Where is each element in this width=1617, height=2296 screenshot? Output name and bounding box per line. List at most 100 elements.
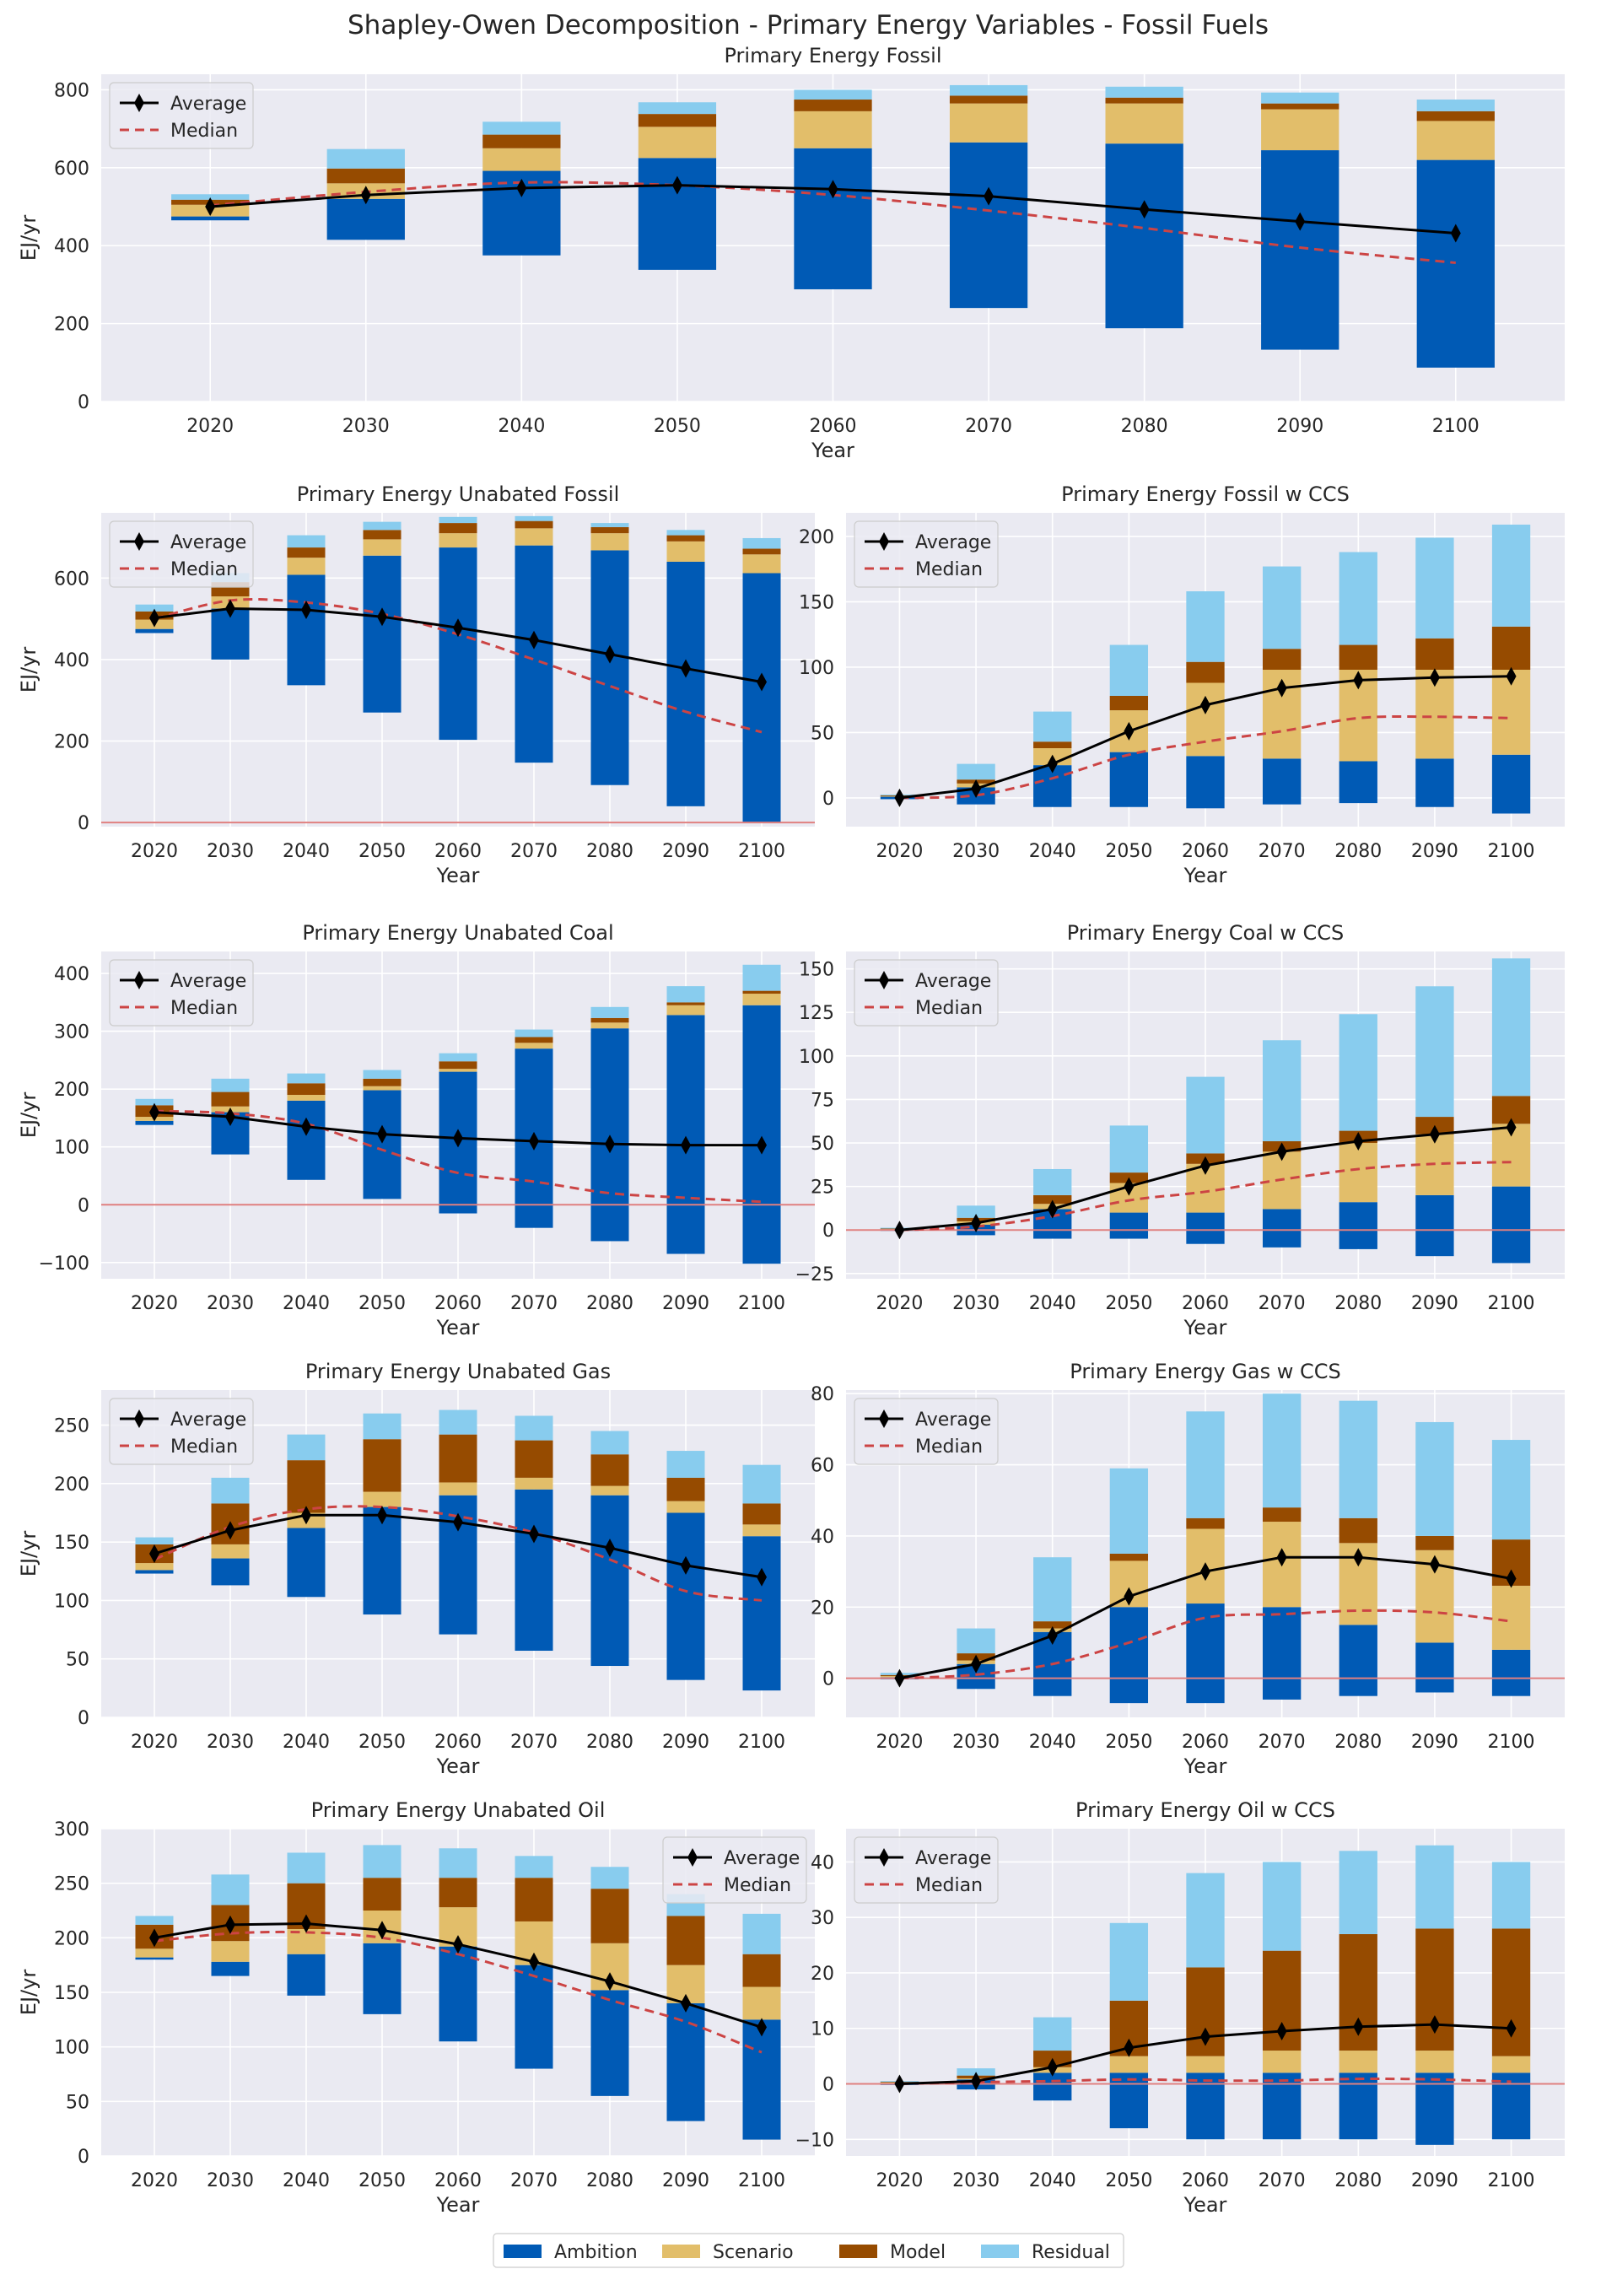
bar-residual-2050 xyxy=(1109,644,1149,696)
bar-ambition-2100 xyxy=(742,1536,781,1691)
bar-ambition-2030 xyxy=(211,1558,250,1586)
y-axis-label: EJ/yr xyxy=(17,215,40,261)
line-legend: Average Median xyxy=(109,520,254,588)
average-marker-2020 xyxy=(149,608,159,628)
bar-scenario-2070 xyxy=(515,1043,553,1049)
y-tick-label: 200 xyxy=(54,1080,89,1101)
line-legend: Average Median xyxy=(854,520,999,588)
legend-median-label: Median xyxy=(170,998,238,1019)
bar-model-2080 xyxy=(1105,97,1183,104)
x-tick-label: 2020 xyxy=(876,1293,923,1314)
bar-scenario-2040 xyxy=(482,148,561,171)
bar-residual-2050 xyxy=(1109,1922,1149,2001)
bar-model-2100 xyxy=(742,1503,781,1525)
average-marker-2090 xyxy=(681,659,691,678)
average-marker-2080 xyxy=(1353,2017,1364,2036)
y-tick-label: 40 xyxy=(811,1527,834,1548)
bar-residual-2030 xyxy=(957,1205,995,1218)
bar-model-2080 xyxy=(590,1017,629,1023)
bar-ambition-2040 xyxy=(1033,2072,1072,2101)
y-tick-label: 600 xyxy=(54,569,89,590)
average-marker-2080 xyxy=(1353,671,1364,690)
bar-residual-2080 xyxy=(1339,1400,1377,1518)
average-marker-2100 xyxy=(757,672,767,692)
x-tick-label: 2040 xyxy=(1029,841,1076,862)
bar-model-2090 xyxy=(1415,638,1454,670)
bar-residual-2090 xyxy=(666,1451,705,1478)
panel-title: Primary Energy Unabated Gas xyxy=(305,1360,611,1383)
bar-ambition-2090 xyxy=(1415,758,1454,807)
legend-frame xyxy=(854,520,999,588)
legend-average-marker xyxy=(879,532,889,551)
bar-ambition-2090 xyxy=(666,1512,705,1680)
average-marker-2090 xyxy=(681,1135,691,1155)
bar-scenario-2090 xyxy=(666,541,705,562)
legend-frame xyxy=(854,1398,999,1465)
bar-model-2060 xyxy=(794,100,872,111)
bar-residual-2070 xyxy=(515,1029,553,1038)
bar-residual-2030 xyxy=(957,763,995,780)
legend-label-model: Model xyxy=(890,2242,946,2263)
x-tick-label: 2090 xyxy=(1276,416,1323,437)
bar-model-2050 xyxy=(1109,1554,1149,1561)
legend-median-label: Median xyxy=(915,1875,983,1896)
average-marker-2080 xyxy=(605,1972,615,1991)
median-line xyxy=(154,1930,763,2054)
chart-panel-3: 0 50 100 150 200 2020 2030 2040 2050 2060 2070 2080… xyxy=(799,482,1565,887)
x-tick-label: 2020 xyxy=(131,841,178,862)
bar-model-2080 xyxy=(590,1454,629,1486)
x-tick-label: 2020 xyxy=(876,1732,923,1753)
average-marker-2090 xyxy=(1295,212,1306,231)
bar-model-2100 xyxy=(1491,626,1531,670)
panel-title: Primary Energy Oil w CCS xyxy=(1075,1798,1335,1822)
panel-title: Primary Energy Fossil w CCS xyxy=(1061,482,1350,506)
bar-model-2060 xyxy=(1186,1517,1225,1529)
average-marker-2080 xyxy=(1353,1548,1364,1567)
bar-scenario-2080 xyxy=(590,533,629,551)
chart-panel-5: −25 0 25 50 75 100 125 150 2020 2030 2040 2050 2060 2… xyxy=(795,921,1565,1339)
x-tick-label: 2100 xyxy=(1432,416,1480,437)
x-axis-label: Year xyxy=(1183,864,1227,887)
x-tick-label: 2090 xyxy=(1411,1293,1458,1314)
legend-median-label: Median xyxy=(915,1436,983,1458)
bar-scenario-2050 xyxy=(363,539,402,556)
bar-residual-2020 xyxy=(135,1098,174,1106)
x-tick-label: 2020 xyxy=(131,1732,178,1753)
average-marker-2070 xyxy=(529,1524,539,1544)
y-tick-label: 40 xyxy=(811,1852,834,1873)
bar-residual-2040 xyxy=(1033,711,1072,742)
x-tick-label: 2030 xyxy=(207,1732,254,1753)
x-tick-label: 2070 xyxy=(965,416,1012,437)
bar-residual-2050 xyxy=(1109,1468,1149,1554)
average-marker-2070 xyxy=(1276,2022,1287,2041)
figure-suptitle: Shapley-Owen Decomposition - Primary Ene… xyxy=(348,10,1269,40)
x-tick-label: 2080 xyxy=(1121,416,1168,437)
x-tick-label: 2080 xyxy=(586,1732,633,1753)
average-marker-2040 xyxy=(301,1117,311,1136)
bar-residual-2030 xyxy=(211,1078,250,1092)
x-tick-label: 2050 xyxy=(358,2170,406,2191)
x-tick-label: 2060 xyxy=(434,2170,482,2191)
average-marker-2090 xyxy=(1429,1124,1440,1144)
bar-ambition-2100 xyxy=(742,2019,781,2140)
line-legend: Average Median xyxy=(854,959,999,1027)
x-tick-label: 2100 xyxy=(738,1732,785,1753)
bar-ambition-2060 xyxy=(794,148,872,289)
x-tick-label: 2030 xyxy=(952,1732,1000,1753)
x-tick-label: 2100 xyxy=(738,2170,785,2191)
average-marker-2090 xyxy=(681,1993,691,2013)
bar-scenario-2060 xyxy=(439,533,477,548)
bar-residual-2040 xyxy=(287,1073,326,1084)
x-tick-label: 2050 xyxy=(1105,1293,1152,1314)
bar-scenario-2100 xyxy=(1491,1585,1531,1650)
bar-model-2030 xyxy=(326,168,405,184)
x-axis-label: Year xyxy=(1183,1316,1227,1339)
average-marker-2030 xyxy=(225,1108,235,1127)
x-tick-label: 2030 xyxy=(952,2170,1000,2191)
average-marker-2040 xyxy=(301,1914,311,1933)
legend-average-marker xyxy=(687,1848,698,1867)
bar-residual-2080 xyxy=(1105,86,1183,98)
average-marker-2100 xyxy=(1506,2018,1517,2038)
bar-residual-2040 xyxy=(1033,2017,1072,2051)
bar-ambition-2090 xyxy=(1415,1194,1454,1257)
